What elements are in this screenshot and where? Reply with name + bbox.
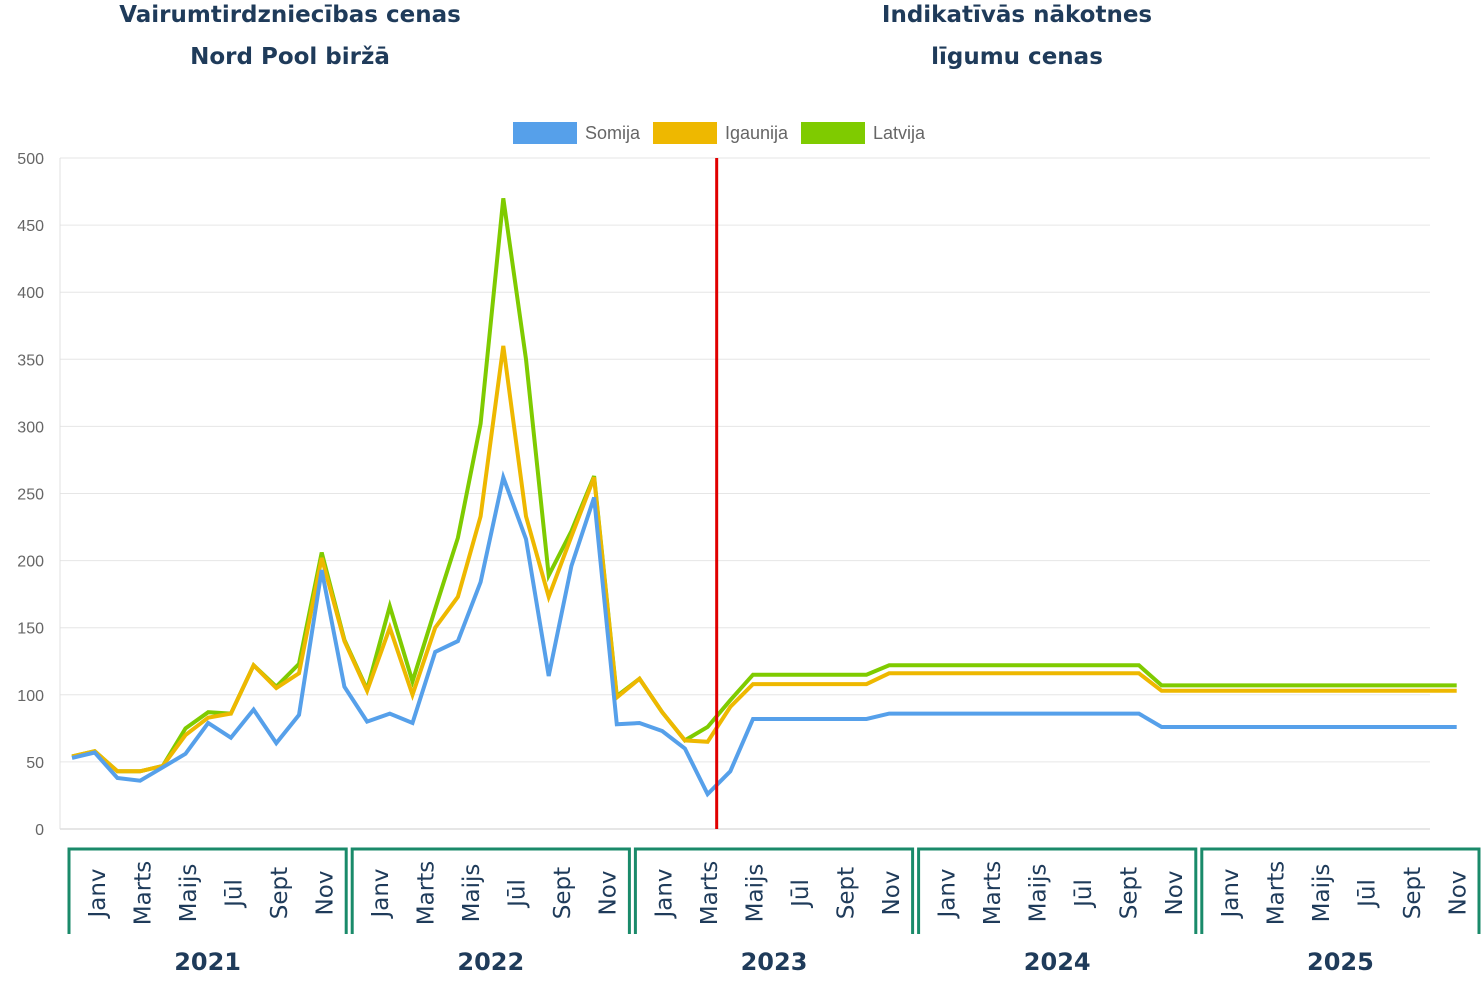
month-label: Maijs: [459, 864, 485, 923]
month-label: Marts: [414, 861, 440, 925]
month-label: Marts: [1263, 861, 1289, 925]
month-label: Nov: [879, 871, 905, 916]
y-tick-label: 150: [17, 621, 44, 638]
month-label: Sept: [833, 867, 859, 919]
year-bracket: [917, 847, 1198, 934]
series-line-igaunija: [71, 345, 1457, 774]
y-tick-label: 200: [17, 554, 44, 571]
month-label: Nov: [313, 871, 339, 916]
month-label: Maijs: [742, 864, 768, 923]
series-lines: [71, 198, 1457, 798]
y-tick-label: 500: [17, 151, 44, 168]
month-label: Marts: [697, 861, 723, 925]
month-label: Janv: [1218, 868, 1244, 919]
y-tick-label: 350: [17, 352, 44, 369]
month-label: Nov: [1445, 871, 1471, 916]
legend-label: Igaunija: [725, 123, 789, 143]
month-label: Maijs: [1309, 864, 1335, 923]
year-label: 2025: [1307, 948, 1374, 976]
y-tick-label: 50: [26, 755, 44, 772]
year-group-2022: Janv Marts Maijs Jūl Sept Nov 2022: [350, 847, 631, 976]
month-label: Jūl: [1354, 879, 1380, 909]
month-label: Janv: [368, 868, 394, 919]
legend-label: Somija: [585, 123, 641, 143]
legend-swatch: [801, 122, 865, 144]
month-label: Nov: [1162, 871, 1188, 916]
year-group-2024: Janv Marts Maijs Jūl Sept Nov 2024: [917, 847, 1198, 976]
y-tick-label: 400: [17, 285, 44, 302]
month-label: Jūl: [788, 879, 814, 909]
y-tick-label: 450: [17, 218, 44, 235]
year-bracket: [1200, 847, 1481, 934]
month-label: Janv: [85, 868, 111, 919]
year-bracket: [633, 847, 915, 934]
year-bracket: [67, 847, 348, 934]
month-label: Maijs: [176, 864, 202, 923]
month-label: Jūl: [1071, 879, 1097, 909]
month-label: Sept: [1400, 867, 1426, 919]
right-heading: Indikatīvās nākotnes līgumu cenas: [767, 0, 1267, 78]
month-label: Jūl: [505, 879, 531, 909]
year-label: 2024: [1024, 948, 1091, 976]
year-label: 2023: [741, 948, 808, 976]
legend-label: Latvija: [873, 123, 926, 143]
series-line-somija: [71, 470, 1457, 798]
left-heading: Vairumtirdzniecības cenas Nord Pool birž…: [40, 0, 540, 78]
y-tick-label: 100: [17, 688, 44, 705]
year-group-2021: Janv Marts Maijs Jūl Sept Nov 2021: [67, 847, 348, 976]
year-bracket: [350, 847, 631, 934]
gridlines: [59, 157, 1430, 830]
month-label: Janv: [935, 868, 961, 919]
left-heading-line2: Nord Pool biržā: [190, 44, 390, 70]
right-heading-line1: Indikatīvās nākotnes: [881, 2, 1153, 28]
y-tick-label: 0: [35, 822, 44, 839]
y-axis-ticks: 0 50 100 150 200 250 300 350 400 450 500: [17, 151, 44, 839]
month-label: Marts: [980, 861, 1006, 925]
y-tick-label: 300: [17, 419, 44, 436]
year-group-2025: Janv Marts Maijs Jūl Sept Nov 2025: [1200, 847, 1481, 976]
month-label: Marts: [131, 861, 157, 925]
month-label: Maijs: [1026, 864, 1052, 923]
month-label: Janv: [651, 868, 677, 919]
month-label: Nov: [596, 871, 622, 916]
y-tick-label: 250: [17, 487, 44, 504]
month-label: Jūl: [222, 879, 248, 909]
year-label: 2022: [457, 948, 524, 976]
year-label: 2021: [174, 948, 241, 976]
legend-swatch: [653, 122, 717, 144]
month-label: Sept: [1117, 867, 1143, 919]
legend-swatch: [513, 122, 577, 144]
legend: Somija Igaunija Latvija: [513, 122, 926, 144]
x-axis-groups: Janv Marts Maijs Jūl Sept Nov 2021 Janv Marts Mai…: [67, 847, 1481, 976]
left-heading-line1: Vairumtirdzniecības cenas: [119, 2, 461, 28]
month-label: Sept: [267, 867, 293, 919]
right-heading-line2: līgumu cenas: [931, 44, 1103, 70]
year-group-2023: Janv Marts Maijs Jūl Sept Nov 2023: [633, 847, 915, 976]
month-label: Sept: [550, 867, 576, 919]
